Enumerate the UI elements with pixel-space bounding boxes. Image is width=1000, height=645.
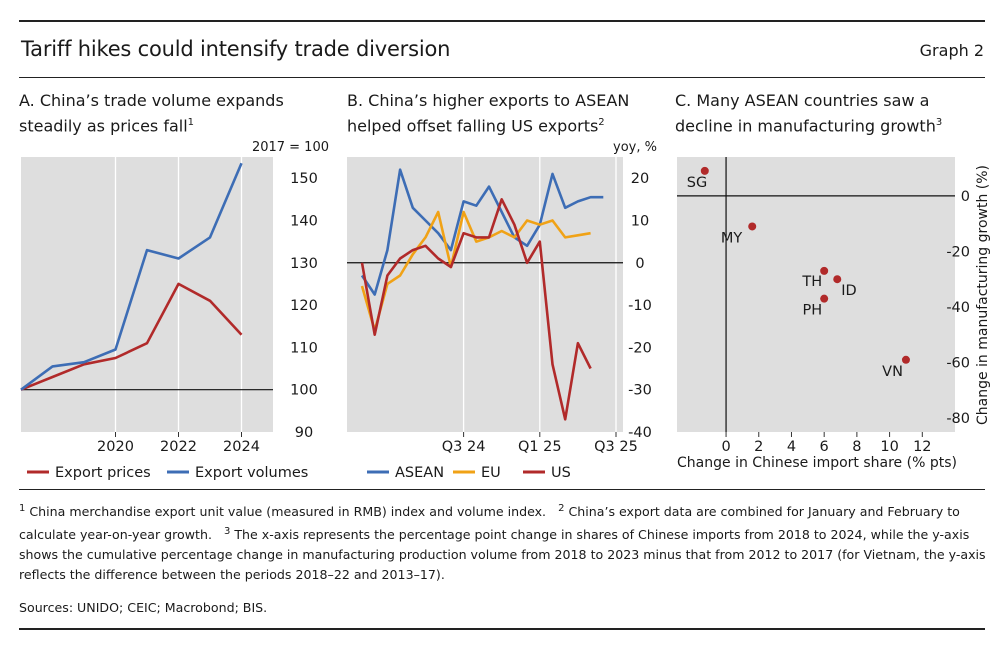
y-tick-label: -30	[628, 383, 652, 399]
y-tick-label: 150	[290, 171, 318, 187]
y-tick-label: 120	[290, 298, 318, 314]
y-tick-label: 130	[290, 256, 318, 272]
x-tick-label: 0	[721, 439, 730, 455]
footnotes: 1 China merchandise export unit value (m…	[19, 499, 989, 585]
series-line-export-volumes	[20, 162, 243, 391]
graph-title: Tariff hikes could intensify trade diver…	[21, 37, 451, 61]
note2-mark: 2	[558, 503, 565, 514]
point-ph	[820, 294, 829, 303]
y-tick-label: -40	[628, 425, 652, 441]
x-tick-label: 12	[913, 439, 931, 455]
title-rule	[19, 77, 985, 78]
x-tick-label: 10	[880, 439, 898, 455]
bottom-rule	[19, 628, 985, 630]
footnote-rule	[19, 489, 985, 490]
series-line-us	[360, 198, 592, 421]
x-tick-label: 8	[852, 439, 861, 455]
footnote-2: China’s export data are combined for Jan…	[19, 504, 960, 543]
unit-label: 2017 = 100	[252, 140, 329, 155]
panel-a-letter: A.	[19, 91, 35, 110]
point-sg	[700, 166, 709, 175]
footnote-1: China merchandise export unit value (mea…	[29, 504, 547, 520]
panel-c-title: C. Many ASEAN countries saw a decline in…	[675, 90, 975, 137]
y-tick-label: -20	[946, 244, 970, 260]
x-tick-label: Q1 25	[518, 439, 562, 455]
y-tick-label: -80	[946, 411, 970, 427]
series-line-export-prices	[20, 282, 243, 391]
x-tick-label: 6	[820, 439, 829, 455]
y-tick-label: -20	[628, 340, 652, 356]
legend-label-0: Export prices	[55, 465, 151, 481]
plot-area	[677, 157, 955, 432]
x-tick-label: 2020	[97, 439, 134, 455]
legend-label-1: EU	[481, 465, 501, 481]
panel-a-title-text: China’s trade volume expands steadily as…	[19, 91, 284, 136]
sources: Sources: UNIDO; CEIC; Macrobond; BIS.	[19, 600, 268, 615]
unit-label: yoy, %	[613, 140, 657, 155]
x-tick-label: Q3 24	[442, 439, 486, 455]
x-tick-label: 2024	[223, 439, 260, 455]
point-label-my: MY	[721, 230, 743, 246]
panel-c-letter: C.	[675, 91, 692, 110]
point-label-id: ID	[841, 283, 856, 299]
x-axis-label: Change in Chinese import share (% pts)	[677, 455, 957, 471]
panel-a-note-mark: 1	[187, 117, 195, 128]
point-label-th: TH	[801, 274, 822, 290]
legend-label-0: ASEAN	[395, 465, 444, 481]
y-tick-label: 140	[290, 213, 318, 229]
plot-area	[21, 157, 273, 432]
legend-label-2: US	[551, 465, 571, 481]
x-tick-label: 2	[754, 439, 763, 455]
point-label-ph: PH	[803, 303, 823, 319]
point-th	[820, 266, 829, 275]
x-tick-label: 2022	[160, 439, 197, 455]
panel-b-chart: yoy, % Q3 24 Q1 25 Q3 25-40 -30 -20 -10 0 10 20 AS…	[347, 140, 657, 481]
series-line-eu	[360, 210, 591, 332]
y-tick-label: -40	[946, 300, 970, 316]
panel-b-letter: B.	[347, 91, 364, 110]
footnote-3: The x-axis represents the percentage poi…	[19, 527, 986, 583]
y-tick-label: 10	[631, 213, 649, 229]
point-label-vn: VN	[882, 364, 903, 380]
x-tick-label: Q3 25	[594, 439, 638, 455]
top-rule	[19, 20, 985, 22]
y-axis-label: Change in manufacturing growth (%)	[975, 165, 991, 425]
note1-mark: 1	[19, 503, 26, 514]
panel-b-note-mark: 2	[598, 117, 605, 128]
panel-b-title: B. China’s higher exports to ASEAN helpe…	[347, 90, 667, 137]
point-label-sg: SG	[687, 175, 707, 191]
panel-c-title-text: Many ASEAN countries saw a decline in ma…	[675, 91, 936, 136]
panel-c-chart: 0 2 4 6 8 10 12 0 -20 -40 -60 -80 Change in Chinese …	[677, 157, 991, 471]
y-tick-label: 110	[290, 340, 318, 356]
graph-number: Graph 2	[919, 41, 984, 60]
y-tick-label: 0	[961, 189, 970, 205]
point-my	[748, 222, 757, 231]
panel-a-chart: 2017 = 100 2020 2022 2024 90 100 110 120 130 140 1…	[20, 140, 329, 481]
y-tick-label: 0	[635, 256, 644, 272]
x-tick-label: 4	[787, 439, 796, 455]
y-tick-label: 20	[631, 171, 649, 187]
point-id	[833, 275, 842, 284]
y-tick-label: -60	[946, 356, 970, 372]
y-tick-label: 90	[295, 425, 313, 441]
note3-mark: 3	[223, 526, 231, 538]
panel-a-title: A. China’s trade volume expands steadily…	[19, 90, 339, 137]
legend-label-1: Export volumes	[195, 465, 308, 481]
panel-b-title-text: China’s higher exports to ASEAN helped o…	[347, 91, 630, 136]
plot-area	[347, 157, 623, 432]
series-line-asean	[360, 168, 604, 296]
point-vn	[901, 355, 910, 364]
y-tick-label: 100	[290, 383, 318, 399]
y-tick-label: -10	[628, 298, 652, 314]
panel-c-note-mark: 3	[935, 117, 943, 128]
